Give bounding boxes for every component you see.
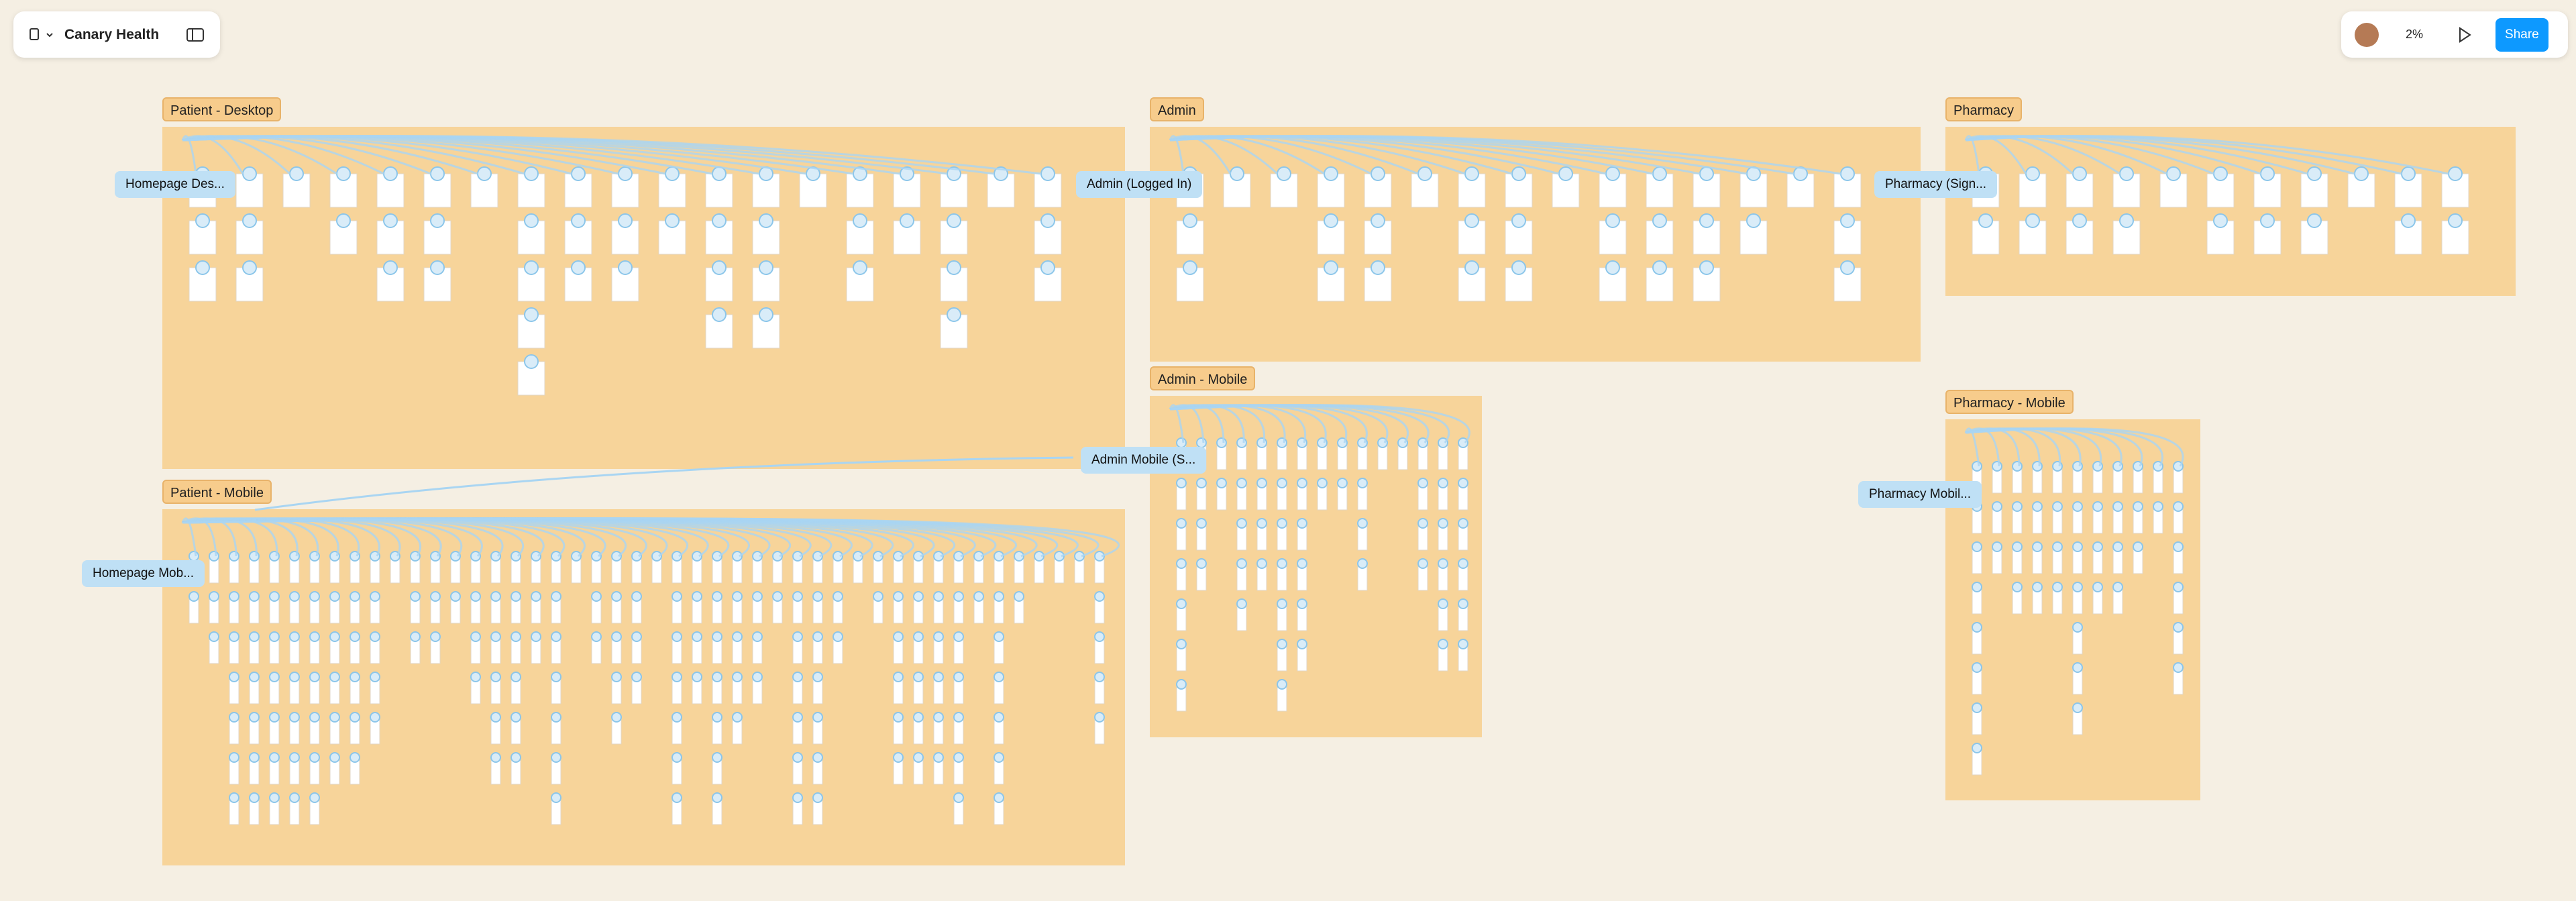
section-frame (162, 509, 1125, 865)
section-label: Admin (1150, 97, 1204, 121)
toolbar-right: 2% Share (2341, 11, 2568, 58)
zoom[interactable]: 2% (2406, 28, 2424, 41)
avatar[interactable] (2355, 22, 2379, 47)
flow-start-label[interactable]: Admin Mobile (S... (1081, 447, 1207, 474)
section-label: Pharmacy (1945, 97, 2023, 121)
section-label: Admin - Mobile (1150, 366, 1256, 390)
section-frame (162, 127, 1125, 469)
menu-icon[interactable] (28, 27, 55, 43)
section-label: Pharmacy - Mobile (1945, 390, 2074, 414)
sidebar-toggle[interactable] (186, 27, 205, 43)
flow-start-label[interactable]: Pharmacy (Sign... (1874, 171, 1997, 198)
section-label: Patient - Mobile (162, 480, 272, 504)
section-label: Patient - Desktop (162, 97, 282, 121)
file-name[interactable]: Canary Health (64, 26, 160, 42)
section-frame (1945, 127, 2516, 296)
toolbar-left: Canary Health (13, 11, 220, 58)
flow-start-label[interactable]: Homepage Des... (115, 171, 235, 198)
flow-start-label[interactable]: Homepage Mob... (82, 560, 205, 587)
section-frame (1150, 127, 1921, 362)
section-frame (1945, 419, 2200, 800)
present-button[interactable] (2457, 26, 2473, 44)
share-button[interactable]: Share (2496, 17, 2548, 52)
flow-start-label[interactable]: Pharmacy Mobil... (1858, 481, 1982, 508)
flow-start-label[interactable]: Admin (Logged In) (1076, 171, 1203, 198)
